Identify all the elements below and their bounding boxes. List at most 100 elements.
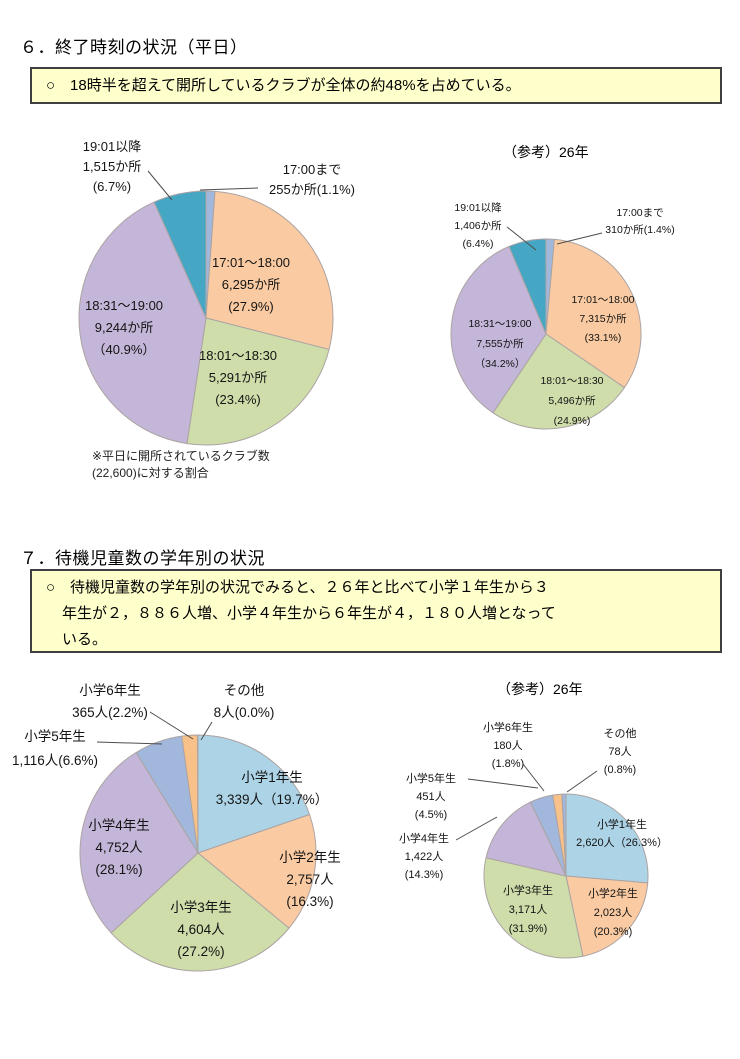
pie3-label-6-line2: 365人(2.2%)	[72, 705, 148, 720]
pie3-label-2-line2: 2,757人	[286, 872, 334, 887]
pie1-leader-line-1	[199, 187, 259, 191]
pie4-slice-6	[552, 793, 567, 877]
pie4-label-2-line3: (20.3%)	[593, 926, 633, 938]
pie1-label-5-line1: 19:01以降	[82, 139, 142, 154]
pie4-label-7: その他 78人 (0.8%)	[604, 725, 637, 779]
pie3-label-2-line1: 小学2年生	[279, 850, 341, 865]
pie4-label-3-line2: 3,171人	[508, 904, 548, 916]
pie3-label-5-line2: 1,116人(6.6%)	[11, 753, 99, 768]
pie3-slice-6	[181, 734, 199, 854]
pie3-label-4-line1: 小学4年生	[88, 818, 150, 833]
pie1-label-1-line1: 17:00まで	[282, 162, 342, 177]
pie4-label-6-line2: 180人	[493, 740, 523, 752]
pie2-label-1: 17:00まで 310か所(1.4%)	[605, 205, 674, 239]
pie2-leader-line-2	[506, 226, 537, 251]
section7-callout-line2: 年生が２，８８６人増、小学４年生から６年生が４，１８０人増となって	[62, 605, 556, 622]
pie1-label-1: 17:00まで 255か所(1.1%)	[269, 160, 355, 200]
pie2-label-2-line3: (33.1%)	[584, 332, 622, 344]
pie3-label-3-line3: (27.2%)	[177, 944, 225, 959]
pie2-label-5-line1: 19:01以降	[454, 202, 502, 214]
pie4-label-7-line2: 78人	[608, 746, 632, 758]
pie1-label-1-line2: 255か所(1.1%)	[269, 182, 355, 197]
pie3-label-1-line1: 小学1年生	[241, 770, 303, 785]
section6-callout-box: ○ 18時半を超えて開所しているクラブが全体の約48%を占めている。	[30, 67, 722, 104]
pie3-label-4-line3: (28.1%)	[95, 862, 143, 877]
pie3-label-2: 小学2年生 2,757人 (16.3%)	[279, 847, 341, 913]
pie3-label-4-line2: 4,752人	[95, 840, 143, 855]
pie2-label-2: 17:01～18:00 7,315か所 (33.1%)	[571, 291, 634, 348]
section7-callout-line3: いる。	[62, 631, 108, 648]
pie2-label-4-line3: （34.2%）	[474, 358, 526, 370]
pie3-label-6-line1: 小学6年生	[79, 683, 141, 698]
reference-chart-title-endtime: （参考）26年	[503, 144, 589, 160]
pie1-label-2: 17:01～18:00 6,295か所 (27.9%)	[212, 252, 290, 318]
pie2-label-4-line2: 7,555か所	[476, 338, 524, 350]
pie3-label-4: 小学4年生 4,752人 (28.1%)	[88, 815, 150, 881]
pie3-label-7-line2: 8人(0.0%)	[213, 705, 275, 720]
pie2-label-2-line1: 17:01～18:00	[571, 294, 635, 306]
pie2-label-3-line1: 18:01～18:30	[540, 375, 604, 387]
pie4-label-4-line2: 1,422人	[404, 851, 444, 863]
pie2-label-2-line2: 7,315か所	[579, 313, 627, 325]
pie4-label-4-line3: (14.3%)	[404, 869, 444, 881]
pie3-label-7: その他 8人(0.0%)	[214, 680, 275, 724]
pie3-label-3-line2: 4,604人	[177, 922, 225, 937]
pie3-leader-line-1	[149, 711, 194, 740]
pie2-label-5: 19:01以降 1,406か所 (6.4%)	[454, 199, 501, 253]
section7-heading: ７．待機児童数の学年別の状況	[20, 549, 265, 568]
pie2-slice-1	[545, 238, 555, 335]
pie2-label-4-line1: 18:31～19:00	[468, 318, 532, 330]
pie4-label-4: 小学4年生 1,422人 (14.3%)	[399, 830, 449, 884]
pie1-label-5-line3: (6.7%)	[92, 179, 132, 194]
pie4-label-7-line1: その他	[603, 728, 637, 740]
pie3-label-3: 小学3年生 4,604人 (27.2%)	[170, 897, 232, 963]
pie2-label-3-line2: 5,496か所	[548, 395, 596, 407]
section7-callout-box: ○ 待機児童数の学年別の状況でみると、２６年と比べて小学１年生から３ 年生が２，…	[30, 569, 722, 653]
pie2-label-3: 18:01～18:30 5,496か所 (24.9%)	[540, 371, 603, 431]
chart-footnote-line2: (22,600)に対する割合	[92, 466, 209, 480]
pie3-leader-line-3	[96, 741, 163, 745]
pie4-label-5-line2: 451人	[416, 791, 446, 803]
pie2-label-5-line3: (6.4%)	[462, 238, 494, 250]
pie4-slice-4	[485, 801, 567, 877]
pie1-label-2-line2: 6,295か所	[221, 277, 281, 292]
pie1-label-3-line2: 5,291か所	[208, 370, 268, 385]
pie4-label-3: 小学3年生 3,171人 (31.9%)	[503, 882, 553, 939]
pie3-label-5: 小学5年生 1,116人(6.6%)	[12, 725, 98, 773]
pie4-leader-line-4	[455, 816, 498, 841]
chart-footnote: ※平日に開所されているクラブ数 (22,600)に対する割合	[92, 448, 270, 482]
pie4-label-5-line3: (4.5%)	[414, 809, 448, 821]
pie1-label-5: 19:01以降 1,515か所 (6.7%)	[83, 137, 142, 197]
section6-heading: ６．終了時刻の状況（平日）	[20, 38, 248, 57]
pie1-label-3: 18:01～18:30 5,291か所 (23.4%)	[199, 345, 277, 411]
pie1-label-4-line2: 9,244か所	[94, 320, 154, 335]
pie1-label-3-line3: (23.4%)	[215, 392, 261, 407]
pie1-label-4: 18:31～19:00 9,244か所 （40.9%）	[85, 295, 163, 361]
pie1-label-2-line3: (27.9%)	[228, 299, 274, 314]
pie4-slice-7	[561, 793, 567, 877]
pie3-leader-line-2	[200, 721, 213, 741]
pie4-label-1-line2: 2,620人（26.3%）	[576, 837, 668, 849]
pie4-slice-5	[529, 794, 567, 877]
pie4-label-3-line3: (31.9%)	[508, 923, 548, 935]
pie1-label-5-line2: 1,515か所	[82, 159, 142, 174]
pie4-label-6-line3: (1.8%)	[491, 758, 525, 770]
pie1-label-2-line1: 17:01～18:00	[211, 255, 291, 270]
section7-callout-line1: ○ 待機児童数の学年別の状況でみると、２６年と比べて小学１年生から３	[46, 579, 549, 596]
pie1-label-4-line1: 18:31～19:00	[84, 298, 164, 313]
section6-callout-text: ○ 18時半を超えて開所しているクラブが全体の約48%を占めている。	[46, 76, 521, 94]
pie2-label-4: 18:31～19:00 7,555か所 （34.2%）	[468, 314, 531, 374]
pie3-label-1-line2: 3,339人（19.7%）	[215, 792, 329, 807]
pie4-leader-line-2	[566, 770, 598, 793]
pie2-label-5-line2: 1,406か所	[454, 220, 502, 232]
pie3-label-6: 小学6年生 365人(2.2%)	[72, 680, 148, 724]
pie3-label-1: 小学1年生 3,339人（19.7%）	[216, 767, 329, 811]
pie4-label-3-line1: 小学3年生	[502, 885, 554, 897]
pie3-label-2-line3: (16.3%)	[286, 894, 334, 909]
pie4-label-1: 小学1年生 2,620人（26.3%）	[576, 816, 668, 852]
pie2-label-3-line3: (24.9%)	[553, 415, 591, 427]
pie1-label-3-line1: 18:01～18:30	[198, 348, 278, 363]
reference-chart-title-grades: （参考）26年	[497, 681, 583, 697]
pie4-leader-line-3	[467, 778, 539, 789]
